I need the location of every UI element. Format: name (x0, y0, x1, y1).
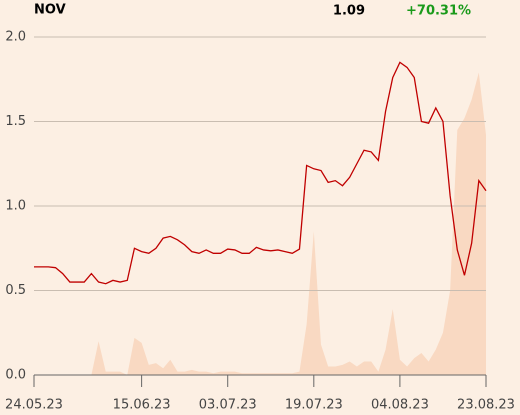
change: +70.31% (406, 4, 471, 19)
y-tick-label: 2.0 (5, 30, 26, 45)
volume-area (34, 72, 486, 376)
x-tick-label: 04.08.23 (371, 398, 429, 413)
price: 1.09 (333, 4, 365, 19)
x-tick-label: 19.07.23 (285, 398, 343, 413)
y-tick-label: 0.0 (5, 368, 26, 383)
symbol: NOV (34, 3, 66, 18)
x-tick-label: 03.07.23 (199, 398, 257, 413)
x-tick-label: 23.08.23 (457, 398, 515, 413)
y-tick-label: 1.5 (5, 114, 26, 129)
price-line (34, 61, 487, 285)
y-tick-label: 0.5 (5, 283, 26, 298)
x-tick-label: 15.06.23 (113, 398, 171, 413)
x-tick-label: 24.05.23 (5, 398, 63, 413)
y-tick-label: 1.0 (5, 199, 26, 214)
